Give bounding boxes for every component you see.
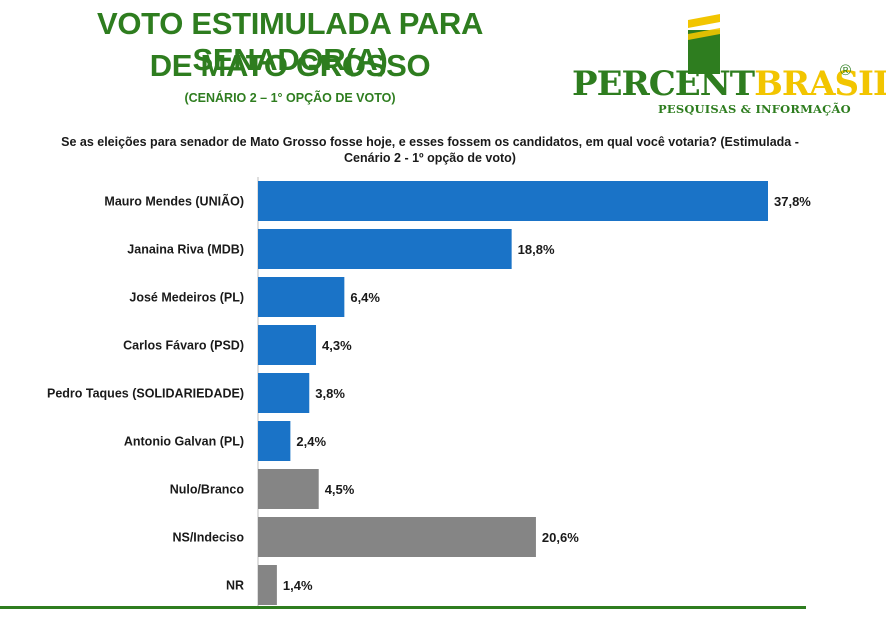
logo-wordmark: PERCENTBRASIL	[572, 64, 886, 104]
value-label: 2,4%	[296, 434, 326, 449]
bar	[258, 565, 277, 605]
page-title-line-1: VOTO ESTIMULADA PARA SENADOR(A)	[96, 6, 484, 77]
logo-flag-icon	[688, 14, 720, 74]
category-label: Nulo/Branco	[170, 483, 245, 497]
value-label: 4,3%	[322, 338, 352, 353]
value-label: 3,8%	[315, 386, 345, 401]
value-label: 1,4%	[283, 578, 313, 593]
bar	[258, 469, 319, 509]
category-label: José Medeiros (PL)	[129, 291, 244, 305]
value-label: 20,6%	[542, 530, 579, 545]
category-label: Janaina Riva (MDB)	[127, 243, 244, 257]
logo-word-brasil: BRASIL	[754, 64, 886, 104]
percentbrasil-logo: PERCENTBRASIL ® PESQUISAS & INFORMAÇÃO	[572, 14, 886, 124]
bar	[258, 325, 317, 365]
survey-question: Se as eleições para senador de Mato Gros…	[61, 135, 799, 165]
value-label: 18,8%	[518, 242, 555, 257]
value-label: 6,4%	[350, 290, 380, 305]
category-label: Mauro Mendes (UNIÃO)	[104, 194, 244, 209]
page-subtitle: (CENÁRIO 2 – 1° OPÇÃO DE VOTO)	[184, 91, 396, 105]
category-label: NS/Indeciso	[172, 531, 244, 545]
bar	[258, 181, 768, 221]
category-label: Carlos Fávaro (PSD)	[123, 339, 244, 353]
footer-divider	[0, 606, 806, 609]
page-title-line-2: DE MATO GROSSO	[149, 48, 431, 83]
logo-registered-mark: ®	[840, 62, 852, 79]
bar	[258, 229, 512, 269]
bar	[258, 373, 310, 413]
category-label: NR	[226, 579, 244, 593]
value-label: 4,5%	[325, 482, 355, 497]
bar	[258, 421, 291, 461]
value-label: 37,8%	[774, 194, 811, 209]
category-label: Pedro Taques (SOLIDARIEDADE)	[47, 387, 244, 401]
category-label: Antonio Galvan (PL)	[124, 435, 244, 449]
bar	[258, 517, 536, 557]
logo-word-percent: PERCENT	[572, 64, 755, 104]
logo-tagline: PESQUISAS & INFORMAÇÃO	[658, 102, 851, 116]
bar	[258, 277, 345, 317]
